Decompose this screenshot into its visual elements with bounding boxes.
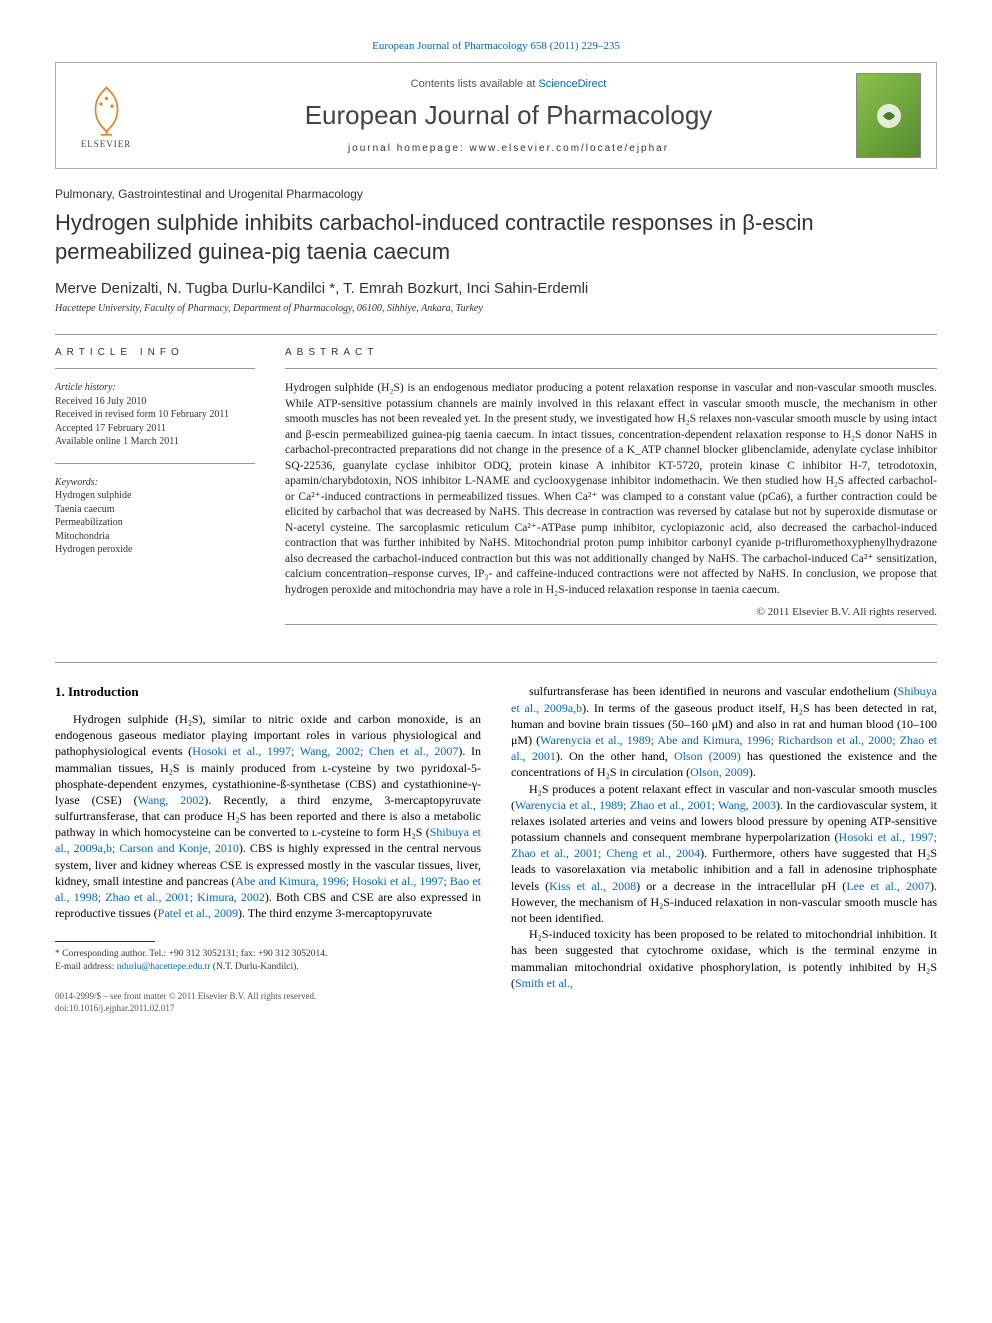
article-info-heading: ARTICLE INFO [55,347,255,358]
reference-link[interactable]: Olson (2009) [674,749,741,763]
reference-link[interactable]: Kiss et al., 2008 [549,879,636,893]
doi-line: doi:10.1016/j.ejphar.2011.02.017 [55,1003,481,1015]
elsevier-logo: ELSEVIER [71,76,141,156]
history-line: Received in revised form 10 February 201… [55,408,255,422]
corr-line2: E-mail address: ndurlu@hacettepe.edu.tr … [55,961,481,973]
history-line: Available online 1 March 2011 [55,435,255,449]
keywords-block: Keywords: Hydrogen sulphide Taenia caecu… [55,476,255,557]
corr-email-link[interactable]: ndurlu@hacettepe.edu.tr [117,962,211,972]
history-label: Article history: [55,381,255,395]
article-history: Article history: Received 16 July 2010 R… [55,381,255,449]
divider [285,368,937,369]
cover-icon [869,96,909,136]
history-line: Accepted 17 February 2011 [55,422,255,436]
journal-header-box: ELSEVIER Contents lists available at Sci… [55,62,937,169]
top-citation-text: 658 (2011) 229–235 [528,40,620,52]
intro-paragraph: sulfurtransferase has been identified in… [511,683,937,780]
keyword: Taenia caecum [55,503,255,517]
copyright: © 2011 Elsevier B.V. All rights reserved… [285,606,937,618]
corresponding-author: * Corresponding author. Tel.: +90 312 30… [55,948,481,973]
top-journal-name: European Journal of Pharmacology [372,40,527,52]
top-citation: European Journal of Pharmacology 658 (20… [55,40,937,52]
keyword: Hydrogen sulphide [55,489,255,503]
sciencedirect-link[interactable]: ScienceDirect [538,78,606,90]
divider [55,334,937,335]
intro-paragraph: Hydrogen sulphide (H₂S), similar to nitr… [55,711,481,921]
front-matter-line: 0014-2999/$ – see front matter © 2011 El… [55,991,481,1003]
reference-link[interactable]: Wang, 2002 [138,793,205,807]
history-line: Received 16 July 2010 [55,395,255,409]
intro-paragraph: H₂S-induced toxicity has been proposed t… [511,926,937,991]
sciencedirect-line: Contents lists available at ScienceDirec… [161,78,856,90]
sd-prefix: Contents lists available at [411,78,539,90]
top-citation-link[interactable]: European Journal of Pharmacology 658 (20… [372,40,620,52]
reference-link[interactable]: Hosoki et al., 1997; Zhao et al., 2001; … [511,830,937,860]
journal-cover-thumbnail [856,73,921,158]
corr-suffix: (N.T. Durlu-Kandilci). [210,962,298,972]
keyword: Permeabilization [55,516,255,530]
reference-link[interactable]: Olson, 2009 [690,765,749,779]
email-label: E-mail address: [55,962,117,972]
intro-heading: 1. Introduction [55,683,481,701]
divider [55,662,937,663]
copyright-doi: 0014-2999/$ – see front matter © 2011 El… [55,991,481,1014]
footnote-divider [55,941,155,942]
divider [55,463,255,464]
reference-link[interactable]: Abe and Kimura, 1996; Hosoki et al., 199… [55,874,481,904]
reference-link[interactable]: Shibuya et al., 2009a,b [511,684,937,714]
elsevier-text: ELSEVIER [81,139,132,149]
corr-line1: * Corresponding author. Tel.: +90 312 30… [55,948,481,960]
section-label: Pulmonary, Gastrointestinal and Urogenit… [55,187,937,201]
journal-homepage: journal homepage: www.elsevier.com/locat… [161,143,856,154]
reference-link[interactable]: Shibuya et al., 2009a,b; Carson and Konj… [55,825,481,855]
reference-link[interactable]: Lee et al., 2007 [846,879,930,893]
reference-link[interactable]: Patel et al., 2009 [158,906,238,920]
abstract-text: Hydrogen sulphide (H₂S) is an endogenous… [285,381,937,598]
reference-link[interactable]: Smith et al., [515,976,573,990]
affiliation: Hacettepe University, Faculty of Pharmac… [55,303,937,314]
authors-line: Merve Denizalti, N. Tugba Durlu-Kandilci… [55,280,937,297]
divider [285,624,937,625]
elsevier-tree-icon [79,82,134,137]
reference-link[interactable]: Hosoki et al., 1997; Wang, 2002; Chen et… [192,744,458,758]
intro-paragraph: H₂S produces a potent relaxant effect in… [511,781,937,927]
keyword: Mitochondria [55,530,255,544]
journal-name: European Journal of Pharmacology [161,100,856,131]
keyword: Hydrogen peroxide [55,543,255,557]
article-title: Hydrogen sulphide inhibits carbachol-ind… [55,209,937,266]
abstract-heading: ABSTRACT [285,347,937,358]
reference-link[interactable]: Warenycia et al., 1989; Zhao et al., 200… [515,798,776,812]
divider [55,368,255,369]
keywords-label: Keywords: [55,476,255,490]
